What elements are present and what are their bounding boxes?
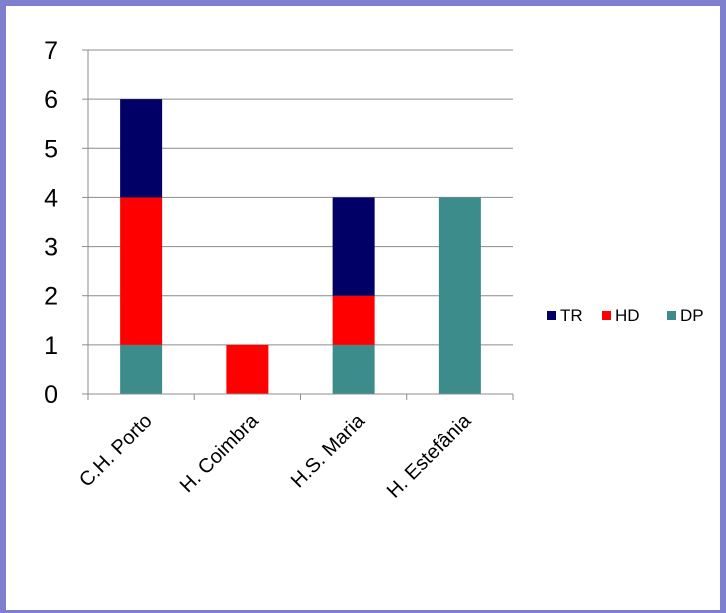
legend: TR HD DP: [547, 306, 704, 325]
y-tick-label: 5: [44, 135, 58, 163]
y-tick-label: 1: [44, 332, 58, 360]
y-tick-label: 6: [44, 86, 58, 114]
bar-segment-dp: [332, 344, 375, 394]
y-tick-label: 7: [44, 37, 58, 65]
y-tick-label: 3: [44, 234, 58, 262]
bar-segment-dp: [438, 197, 481, 394]
bar-segment-hd: [332, 295, 375, 345]
bar-segment-tr: [332, 197, 375, 296]
legend-label-hd: HD: [615, 306, 640, 325]
bar-segment-tr: [120, 99, 163, 198]
y-tick-label: 0: [44, 381, 58, 409]
bars: [120, 99, 481, 394]
axes: [82, 49, 514, 400]
bar-segment-hd: [120, 197, 163, 345]
legend-swatch-dp: [667, 311, 676, 320]
legend-swatch-tr: [547, 311, 556, 320]
y-tick-label: 2: [44, 283, 58, 311]
bar-segment-hd: [226, 344, 269, 394]
y-tick-label: 4: [44, 184, 58, 212]
legend-swatch-hd: [602, 311, 611, 320]
legend-label-dp: DP: [680, 306, 704, 325]
bar-segment-dp: [120, 344, 163, 394]
legend-label-tr: TR: [560, 306, 583, 325]
